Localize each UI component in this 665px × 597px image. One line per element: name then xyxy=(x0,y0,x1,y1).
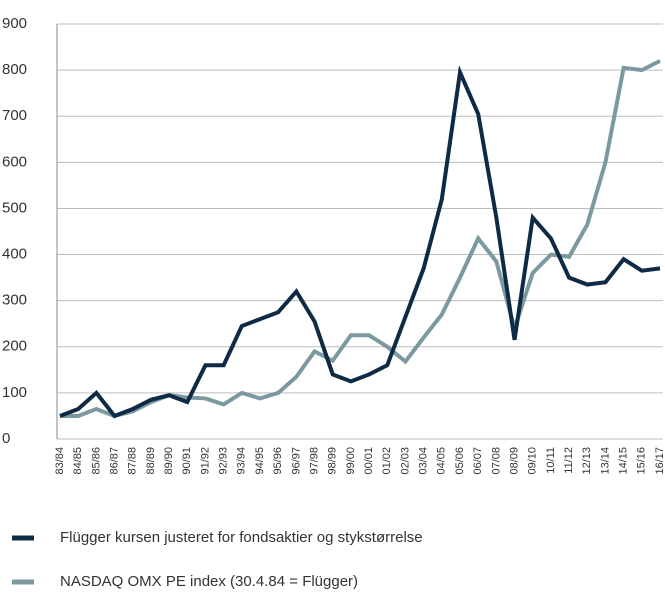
y-tick-label: 800 xyxy=(2,61,27,78)
x-tick-label: 95/96 xyxy=(272,447,284,475)
x-tick-label: 87/88 xyxy=(127,447,139,475)
x-tick-label: 14/15 xyxy=(618,447,630,475)
x-tick-label: 05/06 xyxy=(454,447,466,475)
x-tick-label: 07/08 xyxy=(490,447,502,475)
x-tick-label: 90/91 xyxy=(181,447,193,475)
x-tick-label: 16/17 xyxy=(654,447,665,475)
x-tick-label: 11/12 xyxy=(563,447,575,474)
x-tick-label: 96/97 xyxy=(290,447,302,475)
x-tick-label: 13/14 xyxy=(599,447,611,475)
x-tick-label: 97/98 xyxy=(308,447,320,475)
x-tick-label: 88/89 xyxy=(145,447,157,475)
x-tick-label: 00/01 xyxy=(363,447,375,475)
x-tick-label: 91/92 xyxy=(199,447,211,475)
x-tick-label: 02/03 xyxy=(399,447,411,475)
x-tick-label: 85/86 xyxy=(90,447,102,475)
x-tick-label: 01/02 xyxy=(381,447,393,475)
y-tick-label: 0 xyxy=(2,430,10,447)
x-tick-label: 93/94 xyxy=(236,447,248,475)
y-tick-label: 300 xyxy=(2,292,27,309)
y-tick-label: 700 xyxy=(2,107,27,124)
x-tick-label: 15/16 xyxy=(636,447,648,475)
x-tick-label: 12/13 xyxy=(581,447,593,475)
x-tick-label: 10/11 xyxy=(545,447,557,474)
y-tick-label: 100 xyxy=(2,384,27,401)
legend-label: Flügger kursen justeret for fondsaktier … xyxy=(60,529,423,546)
x-tick-label: 04/05 xyxy=(436,447,448,475)
x-tick-label: 99/00 xyxy=(345,447,357,475)
x-tick-label: 83/84 xyxy=(54,447,66,475)
y-tick-label: 200 xyxy=(2,338,27,355)
x-tick-label: 89/90 xyxy=(163,447,175,475)
x-tick-label: 98/99 xyxy=(327,447,339,475)
y-tick-label: 600 xyxy=(2,153,27,170)
x-tick-label: 86/87 xyxy=(108,447,120,475)
x-tick-label: 84/85 xyxy=(72,447,84,475)
x-tick-label: 03/04 xyxy=(418,447,430,475)
x-tick-label: 08/09 xyxy=(508,447,520,475)
y-tick-label: 900 xyxy=(2,15,27,32)
series-line xyxy=(59,65,661,419)
y-tick-label: 500 xyxy=(2,199,27,216)
legend-label: NASDAQ OMX PE index (30.4.84 = Flügger) xyxy=(60,573,358,590)
x-tick-label: 94/95 xyxy=(254,447,266,475)
series-line xyxy=(60,59,661,419)
x-tick-label: 09/10 xyxy=(527,447,539,475)
y-tick-label: 400 xyxy=(2,246,27,263)
x-tick-label: 06/07 xyxy=(472,447,484,475)
x-tick-label: 92/93 xyxy=(218,447,230,475)
